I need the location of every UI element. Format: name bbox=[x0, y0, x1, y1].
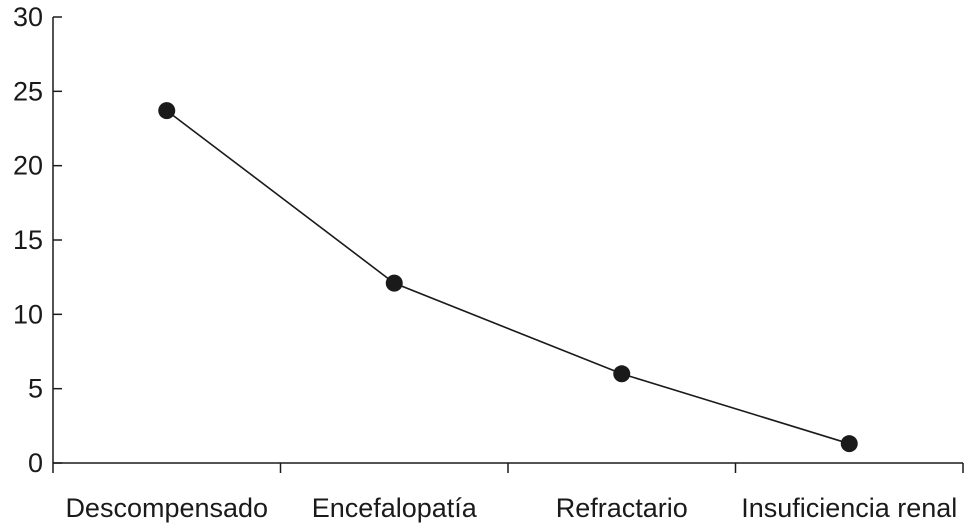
y-tick-label: 20 bbox=[13, 151, 43, 181]
y-tick-label: 5 bbox=[28, 374, 43, 404]
y-tick-label: 0 bbox=[28, 448, 43, 478]
series-line bbox=[166, 110, 850, 445]
series-group bbox=[158, 102, 858, 453]
data-point bbox=[613, 365, 631, 383]
y-tick-label: 30 bbox=[13, 2, 43, 32]
x-category-label: Encefalopatía bbox=[312, 493, 478, 523]
x-category-label: Insuficiencia renal bbox=[741, 493, 957, 523]
data-point bbox=[158, 102, 176, 120]
x-category-label: Refractario bbox=[556, 493, 688, 523]
x-category-label: Descompensado bbox=[65, 493, 268, 523]
data-point bbox=[840, 435, 858, 453]
y-axis: 0 5 10 15 20 25 30 bbox=[13, 2, 62, 478]
y-tick-label: 10 bbox=[13, 299, 43, 329]
y-tick-label: 25 bbox=[13, 76, 43, 106]
data-point bbox=[385, 274, 403, 292]
y-tick-label: 15 bbox=[13, 225, 43, 255]
x-axis: Descompensado Encefalopatía Refractario Ins… bbox=[52, 462, 964, 523]
